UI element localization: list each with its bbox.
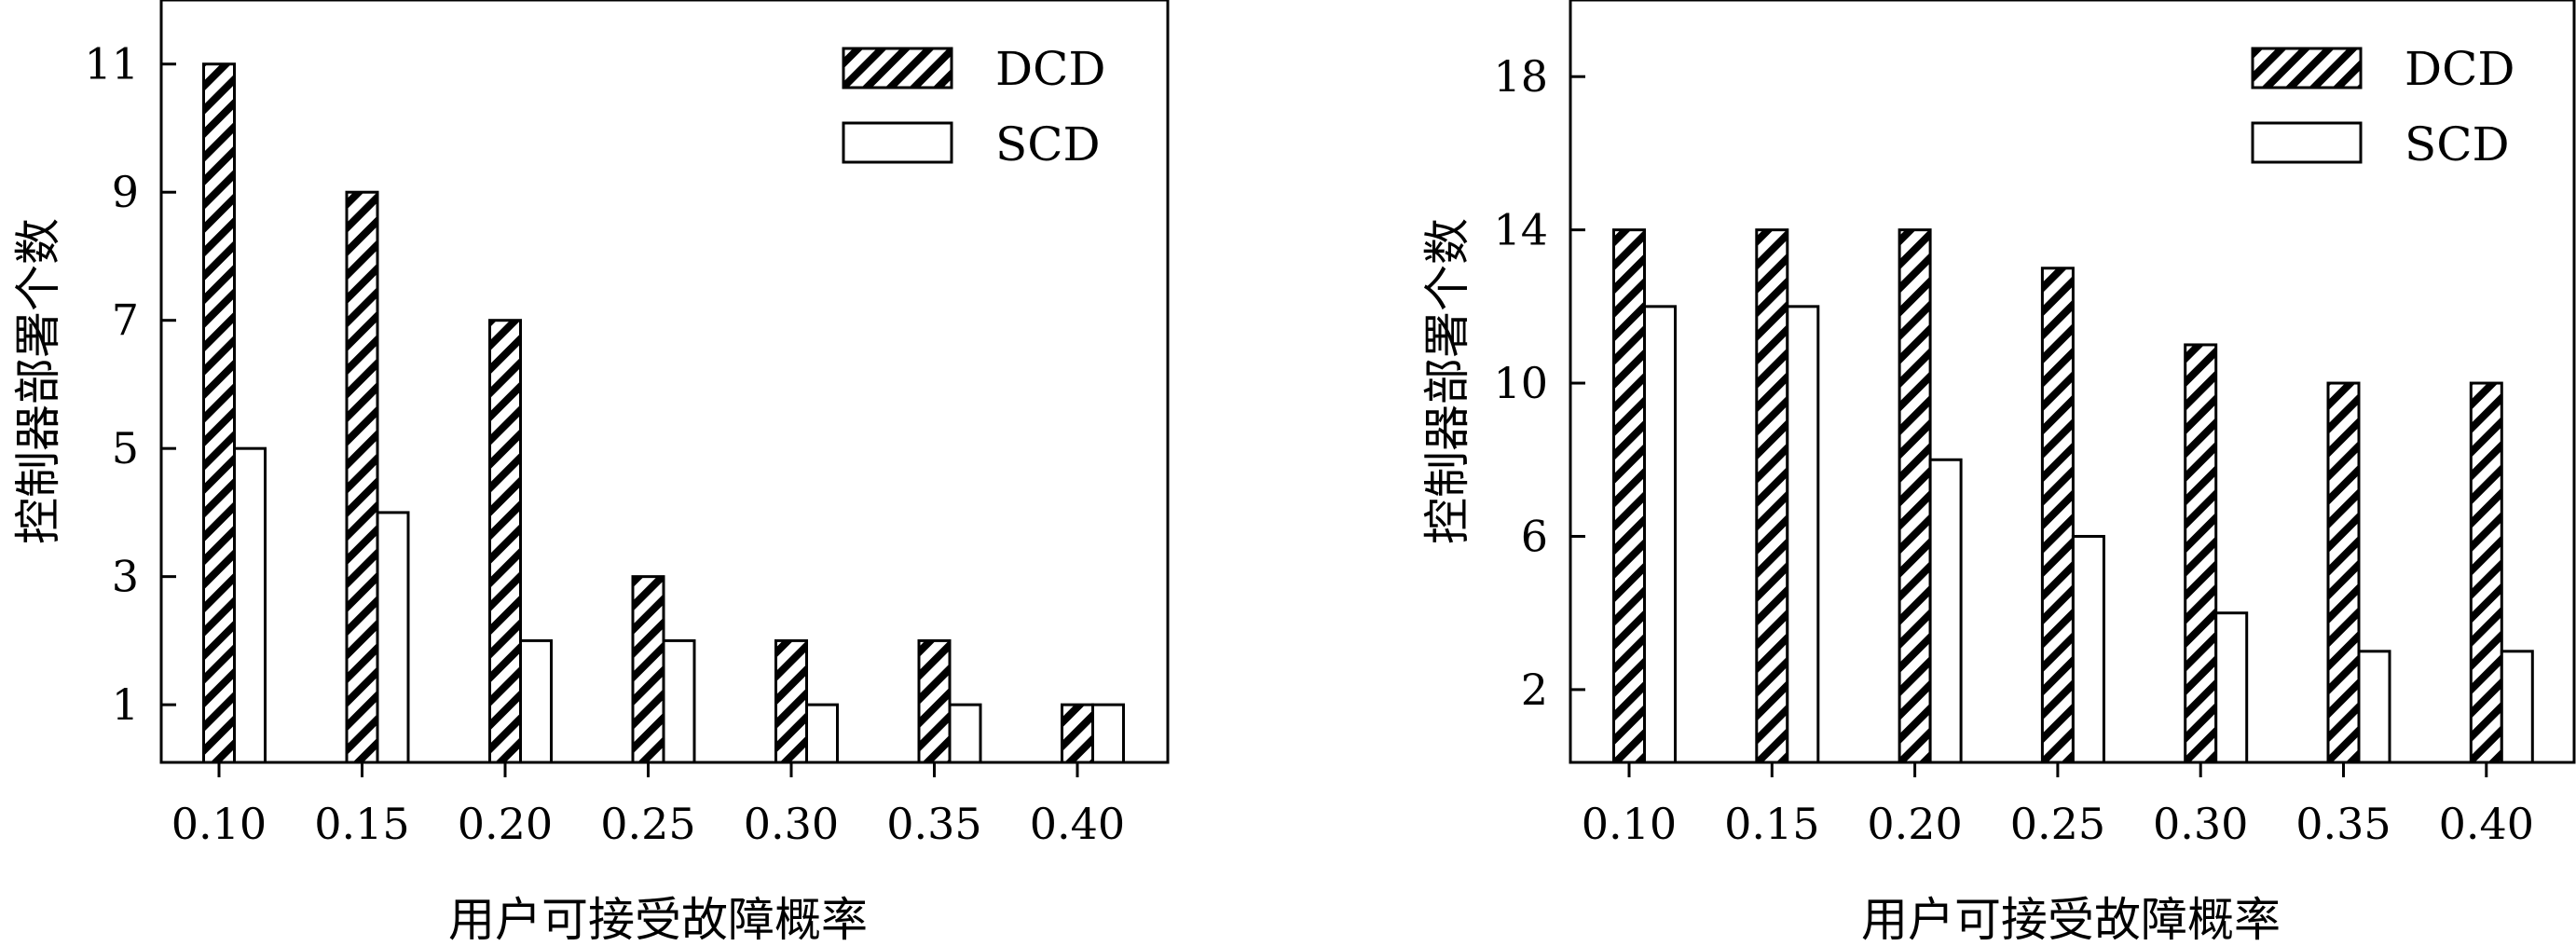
right-bar-scd — [1643, 305, 1677, 764]
left-bar-dcd — [631, 575, 665, 764]
left-bar-dcd — [1061, 703, 1094, 764]
left-bar-dcd — [774, 638, 808, 764]
left-x-ticks: 0.10 0.15 0.20 0.25 0.30 0.35 0.40 — [171, 762, 1125, 849]
left-bar-scd — [1091, 703, 1125, 764]
right-bar-dcd — [2040, 267, 2075, 764]
right-bar-dcd — [1755, 228, 1789, 764]
left-bar-dcd — [345, 190, 379, 764]
left-bar-scd — [233, 446, 267, 764]
right-bar-scd — [2214, 611, 2249, 764]
right-bar-scd — [1928, 458, 1963, 764]
right-x-tick-label: 0.10 — [1582, 799, 1677, 849]
right-chart: 2 6 10 14 18 0.10 0.15 0.20 0.25 0.30 0.35 0.40 DC… — [1420, 0, 2576, 946]
left-x-tick-label: 0.30 — [744, 799, 839, 849]
left-bar-dcd — [202, 62, 236, 764]
left-x-tick-label: 0.15 — [314, 799, 409, 849]
left-x-tick-label: 0.25 — [600, 799, 695, 849]
left-y-tick-label: 3 — [112, 552, 139, 602]
right-x-tick-label: 0.35 — [2295, 799, 2391, 849]
left-x-axis-title: 用户可接受故障概率 — [448, 893, 868, 946]
right-y-tick-label: 2 — [1521, 665, 1548, 715]
right-bar-scd — [2500, 650, 2534, 764]
left-bar-scd — [519, 638, 553, 764]
left-legend-label-scd: SCD — [995, 117, 1101, 171]
right-x-tick-label: 0.20 — [1867, 799, 1962, 849]
left-bar-scd — [805, 703, 839, 764]
right-legend-label-dcd: DCD — [2405, 42, 2514, 96]
left-bar-scd — [662, 638, 696, 764]
left-x-tick-label: 0.20 — [458, 799, 553, 849]
right-x-tick-label: 0.25 — [2010, 799, 2105, 849]
left-y-tick-label: 11 — [84, 39, 139, 89]
right-bar-dcd — [1612, 228, 1646, 764]
right-bar-scd — [2357, 650, 2391, 764]
right-x-tick-label: 0.30 — [2153, 799, 2248, 849]
right-y-axis-title: 控制器部署个数 — [1420, 218, 1474, 544]
right-bar-scd — [2071, 534, 2105, 764]
left-y-tick-label: 5 — [112, 423, 139, 473]
left-y-tick-label: 9 — [112, 167, 139, 217]
left-y-ticks: 1 3 5 7 9 11 — [84, 39, 176, 730]
right-bar-dcd — [2184, 343, 2218, 764]
right-y-tick-label: 14 — [1493, 205, 1548, 255]
right-x-axis-title: 用户可接受故障概率 — [1861, 893, 2281, 946]
right-x-tick-label: 0.40 — [2439, 799, 2534, 849]
left-bar-dcd — [917, 638, 952, 764]
left-chart: 1 3 5 7 9 11 0.10 0.15 0.20 0.25 0.30 0.35 0.40 DCD… — [11, 0, 1170, 946]
left-y-tick-label: 1 — [112, 679, 139, 730]
left-y-tick-label: 7 — [112, 295, 139, 346]
left-bar-scd — [948, 703, 982, 764]
right-legend: DCD SCD — [2251, 42, 2514, 171]
left-x-tick-label: 0.35 — [886, 799, 981, 849]
right-bar-scd — [1786, 305, 1820, 764]
right-x-ticks: 0.10 0.15 0.20 0.25 0.30 0.35 0.40 — [1582, 762, 2534, 849]
right-legend-swatch-dcd — [2251, 47, 2363, 89]
right-bar-dcd — [2469, 381, 2503, 764]
right-y-tick-label: 10 — [1493, 358, 1548, 408]
left-x-tick-label: 0.10 — [171, 799, 267, 849]
left-bar-scd — [376, 511, 410, 764]
right-legend-label-scd: SCD — [2405, 117, 2510, 171]
right-bars — [1612, 228, 2534, 764]
left-x-tick-label: 0.40 — [1030, 799, 1125, 849]
left-bar-dcd — [488, 319, 522, 764]
right-y-tick-label: 6 — [1521, 511, 1548, 561]
left-legend: DCD SCD — [842, 42, 1105, 171]
right-bar-dcd — [2326, 381, 2361, 764]
right-y-ticks: 2 6 10 14 18 — [1493, 51, 1585, 715]
left-legend-swatch-dcd — [842, 47, 953, 89]
right-bar-dcd — [1898, 228, 1932, 764]
left-bars — [202, 62, 1125, 764]
right-y-tick-label: 18 — [1493, 51, 1548, 102]
right-legend-swatch-scd — [2251, 121, 2363, 164]
right-x-tick-label: 0.15 — [1724, 799, 1819, 849]
left-legend-swatch-scd — [842, 121, 953, 164]
left-legend-label-dcd: DCD — [995, 42, 1105, 96]
left-y-axis-title: 控制器部署个数 — [11, 218, 65, 544]
